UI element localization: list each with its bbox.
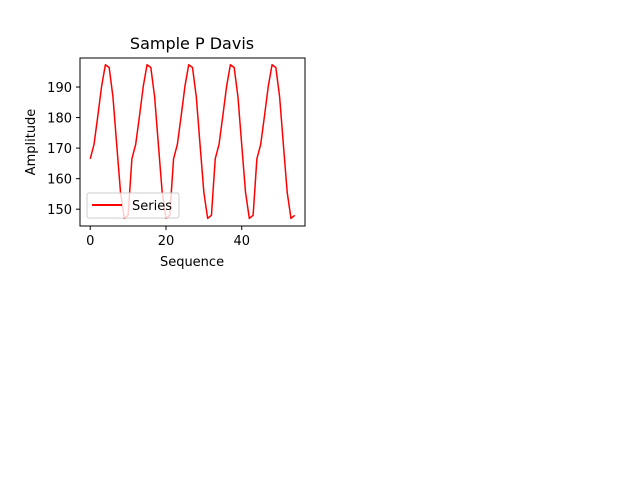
x-tick-label: 0: [86, 234, 94, 249]
axes-frame: [79, 57, 306, 227]
y-axis-label: Amplitude: [24, 109, 39, 176]
legend-series-label: Series: [132, 199, 172, 214]
x-tick-label: 20: [158, 234, 175, 249]
y-tick-label: 190: [47, 81, 72, 96]
y-tick-label: 180: [47, 112, 72, 127]
y-tick-label: 150: [47, 203, 72, 218]
y-axis-ticks: 150 160 170 180 190: [47, 81, 80, 218]
x-axis-label: Sequence: [160, 255, 224, 270]
legend: Series: [86, 192, 180, 219]
y-tick-label: 170: [47, 142, 72, 157]
x-tick-label: 40: [233, 234, 250, 249]
legend-box: [86, 192, 180, 219]
chart-title: Sample P Davis: [130, 34, 254, 53]
y-tick-label: 160: [47, 173, 72, 188]
x-axis-ticks: 0 20 40: [86, 226, 250, 249]
